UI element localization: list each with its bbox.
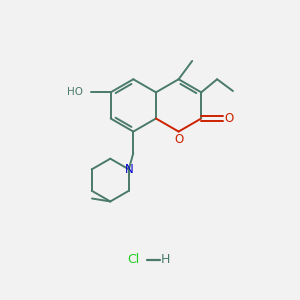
Text: Cl: Cl bbox=[128, 254, 140, 266]
Text: HO: HO bbox=[67, 87, 83, 97]
Text: H: H bbox=[161, 254, 170, 266]
Text: O: O bbox=[224, 112, 233, 125]
Text: N: N bbox=[124, 163, 133, 176]
Text: O: O bbox=[174, 134, 183, 146]
